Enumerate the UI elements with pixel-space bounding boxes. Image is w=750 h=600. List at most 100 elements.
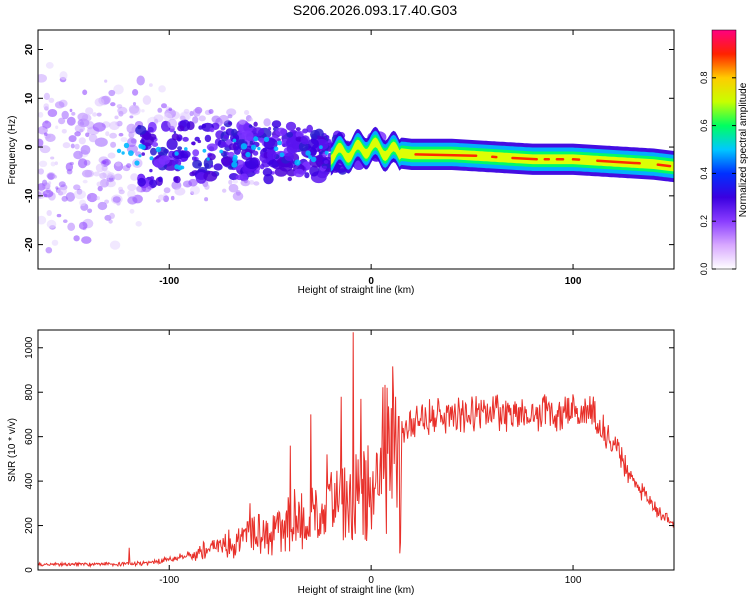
spectrogram-blob [228, 183, 239, 193]
spectrogram-blob [62, 142, 71, 149]
spectrogram-blob [173, 130, 176, 134]
spectrogram-blob [249, 117, 254, 122]
spectrogram-blob [295, 130, 304, 139]
spectrogram-speck [231, 161, 238, 168]
spectrogram-blob [68, 135, 77, 143]
spectrogram-speck [308, 155, 313, 160]
spectrogram-blob [45, 62, 54, 69]
spectrogram-speck [180, 165, 185, 170]
snr-y-label: SNR (10 * v/v) [7, 418, 18, 482]
spectrogram-blob [263, 118, 271, 127]
spectrogram-speck [121, 151, 125, 155]
spectrogram-blob [71, 111, 76, 116]
spectrogram-field [38, 62, 674, 254]
figure-title: S206.2026.093.17.40.G03 [292, 2, 458, 18]
spectrogram-blob [86, 121, 95, 130]
spectrogram-blob [174, 187, 186, 196]
spectrogram-blob [127, 183, 137, 191]
spectrogram-y-label: Frequency (Hz) [7, 116, 18, 185]
spectrogram-speck [257, 146, 261, 151]
spectrogram-blob [107, 152, 116, 159]
spectrogram-blob [58, 117, 66, 125]
spectrogram-blob [48, 181, 52, 185]
y-tick-label: -10 [24, 188, 35, 203]
spectrogram-blob [46, 210, 52, 216]
spectrogram-blob [45, 133, 56, 142]
spectrogram-blob [78, 221, 88, 230]
spectrogram-blob [232, 179, 238, 184]
spectrogram-blob [276, 159, 283, 164]
spectrogram-blob [326, 135, 330, 139]
spectrogram-blob [93, 171, 100, 177]
spectrogram-blob [254, 169, 260, 174]
spectrogram-speck [277, 140, 282, 146]
spectrogram-blob [73, 184, 81, 191]
spectrogram-blob [69, 161, 74, 166]
spectrogram-blob [163, 192, 167, 196]
spectrogram-speck [127, 150, 134, 157]
y-tick-label: 600 [24, 428, 35, 445]
spectrogram-blob [240, 179, 251, 187]
spectrogram-blob [73, 150, 83, 160]
spectrogram-blob [116, 120, 123, 127]
spectrogram-blob [101, 160, 107, 165]
spectrogram-blob [149, 176, 155, 181]
spectrogram-blob [38, 74, 47, 83]
spectrogram-blob [56, 213, 62, 218]
colorbar-tick-label: 0.8 [699, 72, 709, 85]
spectrogram-blob [104, 199, 109, 204]
colorbar-tick-label: 0.2 [699, 215, 709, 228]
spectrogram-blob [114, 115, 119, 120]
snr-x-ticks: -100 0 100 [159, 330, 582, 586]
spectrogram-blob [132, 102, 137, 106]
spectrogram-blob [282, 143, 286, 148]
spectrogram-blob [87, 208, 93, 214]
spectrogram-blob [73, 235, 80, 242]
y-tick-label: 10 [24, 92, 35, 104]
spectrogram-blob [42, 126, 46, 131]
spectrogram-blob [50, 156, 55, 160]
spectrogram-blob [235, 190, 241, 196]
y-tick-label: 800 [24, 383, 35, 400]
spectrogram-blob [167, 118, 178, 129]
spectrogram-speck [219, 149, 224, 154]
spectrogram-blob [154, 118, 159, 124]
x-tick-label: 100 [565, 575, 582, 586]
spectrogram-speck [174, 151, 179, 156]
spectrogram-blob [286, 131, 294, 138]
spectrogram-blob [78, 137, 86, 145]
spectrogram-blob [96, 196, 100, 201]
spectrogram-blob [43, 103, 49, 110]
spectrogram-blob [65, 192, 76, 202]
spectrogram-blob [222, 188, 227, 193]
spectrogram-blob [198, 115, 206, 122]
spectrogram-blob [57, 187, 67, 196]
spectrogram-blob [192, 149, 200, 157]
spectrogram-blob [84, 169, 95, 178]
y-tick-label: 0 [24, 567, 35, 573]
spectrogram-blob [105, 131, 110, 137]
spectrogram-blob [139, 139, 145, 144]
spectrogram-blob [158, 176, 163, 183]
spectrogram-blob [61, 110, 69, 120]
x-tick-label: -100 [159, 575, 179, 586]
spectrogram-blob [177, 125, 185, 132]
spectrogram-speck [253, 136, 259, 142]
spectrogram-blob [147, 126, 154, 133]
spectrogram-blob [170, 195, 175, 201]
spectrogram-blob [42, 189, 54, 198]
spectrogram-blob [309, 165, 319, 177]
colorbar-label: Normalized spectral amplitude [738, 82, 749, 217]
spectrogram-blob [50, 161, 56, 167]
x-tick-label: -100 [159, 276, 179, 287]
spectrogram-blob [241, 130, 254, 141]
spectrogram-blob [94, 137, 108, 147]
spectrogram-speck [123, 142, 130, 149]
spectrogram-blob [77, 158, 88, 169]
spectrogram-blob [221, 156, 233, 166]
spectrogram-blob [67, 222, 76, 231]
spectrogram-blob [96, 181, 103, 187]
spectrogram-blob [153, 158, 166, 169]
spectrogram-blob [252, 150, 259, 156]
spectrogram-blob [63, 219, 68, 223]
